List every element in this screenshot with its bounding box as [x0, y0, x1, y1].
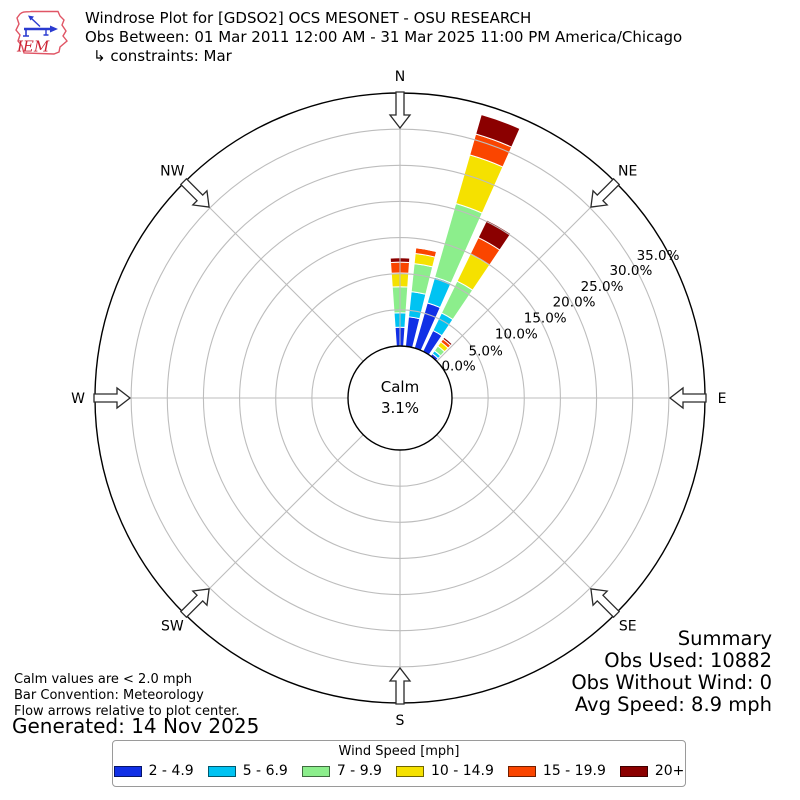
ring-label: 25.0%	[581, 279, 624, 295]
wind-bar-segment	[442, 336, 453, 347]
calm-circle	[347, 345, 453, 451]
grid-ring	[202, 200, 598, 596]
ring-label: 5.0%	[469, 343, 503, 359]
grid-ring	[275, 273, 525, 523]
iem-logo-text: IEM	[16, 38, 50, 56]
ring-label: 20.0%	[553, 295, 596, 311]
summary-avg-speed: Avg Speed: 8.9 mph	[574, 693, 772, 716]
flow-arrow-w	[93, 386, 132, 410]
grid-spoke	[183, 181, 364, 362]
grid-spoke	[183, 434, 364, 615]
arrows-note: Flow arrows relative to plot center.	[14, 704, 240, 719]
weather-vane-icon	[23, 15, 58, 37]
legend-item: 7 - 9.9	[301, 763, 382, 779]
legend-swatch	[207, 765, 236, 777]
grid-spoke	[436, 434, 617, 615]
wind-bar-segment	[407, 291, 427, 320]
legend-bin-label: 5 - 6.9	[242, 763, 288, 779]
page-subtitle: Obs Between: 01 Mar 2011 12:00 AM - 31 M…	[85, 28, 683, 46]
legend-item: 10 - 14.9	[395, 763, 494, 779]
calm-label: Calm	[381, 378, 419, 396]
legend-item: 20+	[619, 763, 685, 779]
ring-label: 10.0%	[495, 327, 538, 343]
page-title: Windrose Plot for [GDSO2] OCS MESONET - …	[85, 9, 532, 27]
flow-arrow-n	[388, 91, 412, 130]
legend-bin-label: 15 - 19.9	[542, 763, 606, 779]
compass-label-nw: NW	[160, 163, 184, 179]
compass-label-ne: NE	[618, 163, 637, 179]
wind-bar-segment	[477, 219, 512, 251]
summary-obs-without-wind: Obs Without Wind: 0	[571, 671, 772, 694]
iowa-outline-icon	[15, 10, 68, 55]
grid-spoke	[436, 181, 617, 362]
flow-arrow-e	[668, 386, 707, 410]
legend-bin-label: 20+	[654, 763, 685, 779]
compass-label-e: E	[718, 391, 727, 407]
legend-bin-label: 2 - 4.9	[148, 763, 194, 779]
ring-label: 30.0%	[609, 263, 652, 279]
flow-arrow-nw	[179, 177, 210, 208]
legend-item: 2 - 4.9	[113, 763, 194, 779]
legend-swatch	[113, 765, 142, 777]
wind-speed-legend: Wind Speed [mph] 2 - 4.9 5 - 6.9 7 - 9.9 10…	[112, 740, 686, 787]
grid-ring	[166, 164, 634, 632]
flow-arrow-s	[388, 666, 412, 705]
compass-label-s: S	[396, 713, 405, 729]
legend-bin-label: 7 - 9.9	[336, 763, 382, 779]
ring-label: 35.0%	[637, 248, 680, 264]
wind-bar-segment	[410, 263, 434, 295]
compass-label-n: N	[395, 69, 405, 85]
calm-value: 3.1%	[381, 399, 419, 417]
legend-items: 2 - 4.9 5 - 6.9 7 - 9.9 10 - 14.9 15 - 19.9 2…	[113, 763, 685, 779]
compass-label-se: SE	[619, 619, 637, 635]
summary-block: Summary Obs Used: 10882 Obs Without Wind…	[571, 628, 772, 716]
legend-swatch	[619, 765, 648, 777]
legend-item: 5 - 6.9	[207, 763, 288, 779]
legend-swatch	[301, 765, 330, 777]
legend-swatch	[507, 765, 536, 777]
calm-note: Calm values are < 2.0 mph	[14, 672, 193, 687]
legend-item: 15 - 19.9	[507, 763, 606, 779]
grid-ring	[239, 237, 561, 559]
ring-label: 0.0%	[441, 359, 475, 375]
grid-ring	[130, 128, 670, 668]
generated-timestamp: Generated: 14 Nov 2025	[12, 714, 260, 738]
compass-label-sw: SW	[161, 619, 184, 635]
summary-obs-used: Obs Used: 10882	[604, 649, 772, 672]
summary-title: Summary	[677, 627, 772, 650]
footnotes: Calm values are < 2.0 mph Bar Convention…	[14, 672, 240, 720]
iem-logo: IEM	[15, 10, 68, 56]
legend-title: Wind Speed [mph]	[338, 744, 460, 759]
ring-label: 15.0%	[524, 311, 567, 327]
compass-label-w: W	[71, 391, 85, 407]
legend-swatch	[395, 765, 424, 777]
constraints-line: ↳ constraints: Mar	[93, 47, 232, 65]
wind-bar-segment	[475, 113, 521, 148]
flow-arrow-sw	[179, 588, 210, 619]
flow-arrow-ne	[590, 177, 621, 208]
legend-bin-label: 10 - 14.9	[430, 763, 494, 779]
wind-bar-segment	[415, 246, 438, 253]
convention-note: Bar Convention: Meteorology	[14, 688, 204, 703]
flow-arrow-se	[590, 588, 621, 619]
header: Windrose Plot for [GDSO2] OCS MESONET - …	[85, 9, 682, 66]
grid-ring	[311, 309, 489, 487]
